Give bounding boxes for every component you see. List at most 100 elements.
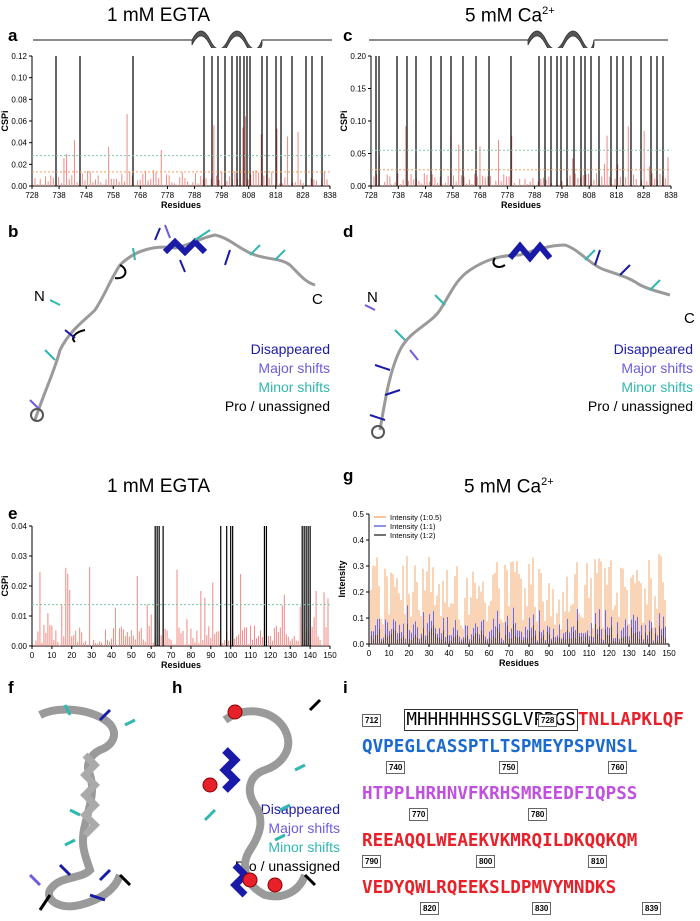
x-tick-label: 728 [364, 191, 378, 200]
x-tick-label: 0 [30, 651, 35, 660]
structure-model-d [364, 241, 671, 439]
n-terminus-label-d: N [367, 289, 378, 306]
y-tick-label: 0.4 [353, 536, 365, 545]
y-tick-label: 0.3 [353, 562, 365, 571]
panel-letter-i: i [343, 678, 348, 697]
x-tick-label: 828 [296, 191, 310, 200]
y-tick-label: 0.12 [11, 52, 27, 61]
c-terminus-label-b: C [312, 291, 323, 308]
legend-disappeared: Disappeared [613, 341, 693, 357]
y-tick-label: 0.02 [11, 582, 27, 591]
y-axis-title: CSPi [0, 575, 10, 596]
x-tick-label: 20 [405, 649, 414, 658]
x-tick-label: 808 [242, 191, 256, 200]
y-tick-label: 0.00 [350, 182, 366, 191]
x-tick-label: 70 [167, 651, 176, 660]
x-tick-label: 140 [642, 649, 656, 658]
residue-number: 770 [409, 808, 429, 821]
y-tick-label: 0.06 [11, 117, 27, 126]
x-tick-label: 40 [445, 649, 454, 658]
y-tick-label: 0.05 [350, 150, 366, 159]
x-tick-label: 80 [525, 649, 534, 658]
y-tick-label: 0.5 [353, 510, 365, 519]
y-tick-label: 0.00 [11, 182, 27, 191]
y-tick-label: 0.15 [350, 85, 366, 94]
y-tick-label: 0.10 [11, 74, 27, 83]
residue-number: 800 [476, 855, 496, 868]
sequence-line-1: MHHHHHHSSGLVPRGS TNLLAPKLQF [362, 690, 684, 750]
legend-minor-shifts: Minor shifts [621, 379, 693, 395]
intensity-chart-calcium: Intensity (1:0.5)Intensity (1:1)Intensit… [337, 510, 676, 668]
x-axis-title: Residues [161, 200, 201, 210]
sequence-line-1-rest: TNLLAPKLQF [577, 710, 684, 730]
y-tick-label: 0.10 [350, 117, 366, 126]
legend-label: Intensity (1:2) [390, 531, 436, 540]
x-tick-label: 748 [80, 191, 94, 200]
legend-label: Intensity (1:0.5) [390, 513, 442, 522]
title-a: 1 mM EGTA [107, 5, 211, 26]
x-tick-label: 150 [662, 649, 676, 658]
x-tick-label: 768 [473, 191, 487, 200]
x-tick-label: 738 [392, 191, 406, 200]
residue-number: 740 [386, 761, 406, 774]
x-tick-label: 0 [367, 649, 372, 658]
legend-f: Disappeared Major shifts Minor shifts Pr… [235, 800, 340, 876]
x-tick-label: 788 [188, 191, 202, 200]
legend-pro-unassigned: Pro / unassigned [234, 858, 340, 874]
cspi-chart-calcium: 0.00 0.05 0.10 0.15 0.20 728 738 748 758 768 778 78… [339, 52, 678, 210]
x-tick-label: 120 [264, 651, 278, 660]
residue-number: 820 [420, 902, 440, 915]
panel-letter-b: b [8, 222, 19, 241]
legend-major-shifts: Major shifts [268, 820, 340, 836]
sequence-line-4: REEAQQLWEAEKVKMRQILDKQQKQM [362, 831, 638, 851]
legend-minor-shifts: Minor shifts [268, 839, 340, 855]
panel-letter-f: f [8, 678, 14, 697]
y-tick-label: 0.03 [11, 552, 27, 561]
x-tick-label: 150 [323, 651, 337, 660]
panel-letter-h: h [172, 678, 183, 697]
y-axis-title: CSPi [0, 110, 10, 131]
x-axis-title: Residues [161, 660, 201, 670]
x-tick-label: 120 [602, 649, 616, 658]
title-g: 5 mM Ca2+ [464, 476, 554, 498]
legend-d: Disappeared Major shifts Minor shifts Pr… [588, 340, 693, 416]
x-tick-label: 90 [206, 651, 215, 660]
y-tick-label: 0.08 [11, 95, 27, 104]
cspi-chart-egta: 0.00 0.02 0.04 0.06 0.08 0.10 0.12 728 738 748 758… [0, 52, 337, 210]
residue-number: 839 [642, 902, 662, 915]
residue-number: 790 [362, 855, 382, 868]
x-tick-label: 768 [134, 191, 148, 200]
legend-minor-shifts: Minor shifts [258, 379, 330, 395]
x-tick-label: 838 [664, 191, 678, 200]
residue-number: 810 [588, 855, 608, 868]
panel-letter-e: e [8, 504, 18, 523]
x-tick-label: 748 [419, 191, 433, 200]
panel-letter-d: d [343, 222, 354, 241]
residue-number: 750 [499, 761, 519, 774]
y-tick-label: 0.04 [11, 522, 27, 531]
legend-label: Intensity (1:1) [390, 522, 436, 531]
x-tick-label: 110 [244, 651, 257, 660]
x-tick-label: 50 [465, 649, 474, 658]
y-tick-label: 0.1 [353, 614, 365, 623]
panel-letter-g: g [343, 466, 354, 485]
x-tick-label: 110 [583, 649, 596, 658]
x-tick-label: 30 [87, 651, 96, 660]
legend-b: Disappeared Major shifts Minor shifts Pr… [225, 340, 330, 416]
x-tick-label: 60 [147, 651, 156, 660]
x-tick-label: 758 [107, 191, 121, 200]
cspi-chart-egta-cterm: 0.00 0.01 0.02 0.03 0.04 0 10 20 30 40 50 60 70 80 90 1… [0, 522, 337, 670]
legend-pro-unassigned: Pro / unassigned [224, 398, 330, 414]
y-tick-label: 0.00 [11, 642, 27, 651]
x-tick-label: 10 [47, 651, 56, 660]
calcium-ion-icon [227, 704, 243, 720]
legend-major-shifts: Major shifts [621, 360, 693, 376]
legend-disappeared: Disappeared [250, 341, 330, 357]
y-axis-title: CSPi [339, 110, 349, 131]
n-terminus-label-b: N [34, 288, 45, 305]
x-tick-label: 828 [637, 191, 651, 200]
x-tick-label: 808 [583, 191, 597, 200]
y-tick-label: 0.2 [353, 588, 365, 597]
calcium-ion-icon [267, 877, 283, 893]
structure-model-h [202, 698, 322, 901]
